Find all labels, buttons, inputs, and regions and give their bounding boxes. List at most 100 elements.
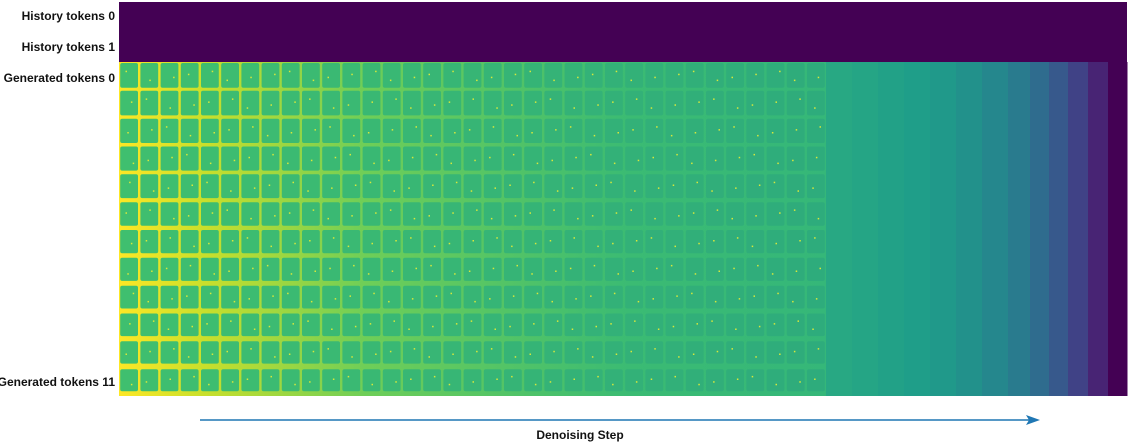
generated-token-patch (584, 313, 603, 337)
noise-speck (353, 264, 355, 267)
generated-token-patch (584, 285, 603, 309)
noise-speck (672, 184, 675, 186)
noise-speck (130, 242, 133, 245)
generated-token-patch (180, 90, 199, 116)
noise-speck (474, 300, 476, 303)
generated-token-patch (342, 313, 361, 337)
noise-speck (334, 156, 337, 159)
generated-token-patch (463, 369, 482, 392)
generated-token-patch (584, 257, 603, 281)
noise-speck (354, 184, 357, 186)
generated-token-patch (423, 369, 441, 392)
generated-token-patch (706, 369, 724, 392)
noise-speck (476, 79, 478, 82)
noise-speck (509, 325, 511, 328)
noise-speck (287, 292, 289, 295)
generated-token-patch (120, 257, 138, 281)
noise-speck (410, 237, 412, 239)
noise-speck (211, 353, 214, 355)
generated-token-patch (766, 341, 785, 364)
generated-token-patch (564, 369, 583, 392)
generated-token-patch (786, 118, 805, 143)
noise-speck (193, 375, 195, 378)
generated-token-patch (786, 313, 805, 337)
noise-speck (595, 325, 597, 328)
generated-token-patch (524, 285, 542, 309)
noise-speck (226, 209, 228, 211)
generated-token-patch (665, 341, 684, 364)
noise-speck (569, 267, 572, 270)
noise-speck (775, 242, 777, 245)
generated-token-patch (685, 146, 704, 171)
generated-token-patch (544, 285, 563, 309)
generated-token-patch (241, 146, 260, 171)
noise-speck (716, 350, 719, 353)
noise-speck (373, 162, 375, 165)
generated-token-patch (443, 118, 462, 143)
generated-token-patch (625, 118, 643, 143)
generated-token-patch (726, 202, 744, 226)
generated-token-patch (180, 341, 199, 364)
generated-token-patch (807, 230, 825, 254)
noise-speck (351, 215, 353, 217)
generated-token-patch (544, 90, 563, 116)
noise-speck (817, 217, 820, 220)
generated-token-patch (766, 313, 785, 337)
generated-token-patch (180, 146, 199, 171)
generated-token-patch (746, 313, 765, 337)
generated-token-patch (807, 90, 825, 116)
generated-token-patch (403, 257, 421, 281)
noise-speck (332, 378, 335, 380)
generated-token-patch (544, 257, 563, 281)
noise-speck (373, 292, 375, 295)
noise-speck (171, 298, 173, 300)
noise-speck (187, 73, 190, 76)
noise-speck (555, 270, 557, 272)
generated-token-patch (645, 202, 664, 226)
generated-token-patch (665, 230, 684, 254)
denoising-step-column (878, 62, 905, 396)
noise-speck (731, 217, 733, 220)
noise-speck (751, 245, 754, 248)
noise-speck (327, 348, 329, 350)
generated-token-patch (403, 118, 421, 143)
generated-token-patch (726, 118, 744, 143)
noise-speck (230, 190, 232, 192)
noise-speck (556, 190, 559, 192)
generated-token-patch (140, 174, 159, 199)
noise-speck (145, 381, 148, 383)
noise-speck (738, 298, 741, 300)
noise-speck (670, 264, 673, 267)
noise-speck (672, 325, 675, 328)
generated-token-patch (544, 341, 563, 364)
noise-speck (206, 323, 208, 325)
generated-token-patch (362, 285, 381, 309)
generated-token-patch (463, 313, 482, 337)
noise-speck (169, 107, 171, 109)
generated-token-patch (483, 285, 502, 309)
generated-token-patch (382, 257, 401, 281)
generated-token-patch (625, 230, 643, 254)
generated-token-patch (685, 174, 704, 199)
noise-speck (435, 153, 438, 156)
generated-token-patch (564, 230, 583, 254)
generated-token-patch (382, 90, 401, 116)
generated-token-patch (443, 341, 462, 364)
generated-token-patch (160, 146, 179, 171)
generated-token-patch (302, 257, 320, 281)
noise-speck (274, 356, 276, 358)
noise-speck (452, 70, 454, 73)
noise-speck (534, 101, 537, 103)
noise-speck (408, 187, 410, 189)
generated-token-patch (140, 257, 159, 281)
noise-speck (149, 350, 151, 353)
noise-speck (516, 134, 518, 137)
noise-speck (332, 237, 335, 239)
generated-token-patch (564, 202, 583, 226)
noise-speck (678, 356, 680, 358)
generated-token-patch (625, 63, 643, 88)
generated-token-patch (766, 90, 785, 116)
generated-token-patch (120, 63, 138, 88)
noise-speck (294, 242, 296, 245)
generated-token-patch (786, 90, 805, 116)
